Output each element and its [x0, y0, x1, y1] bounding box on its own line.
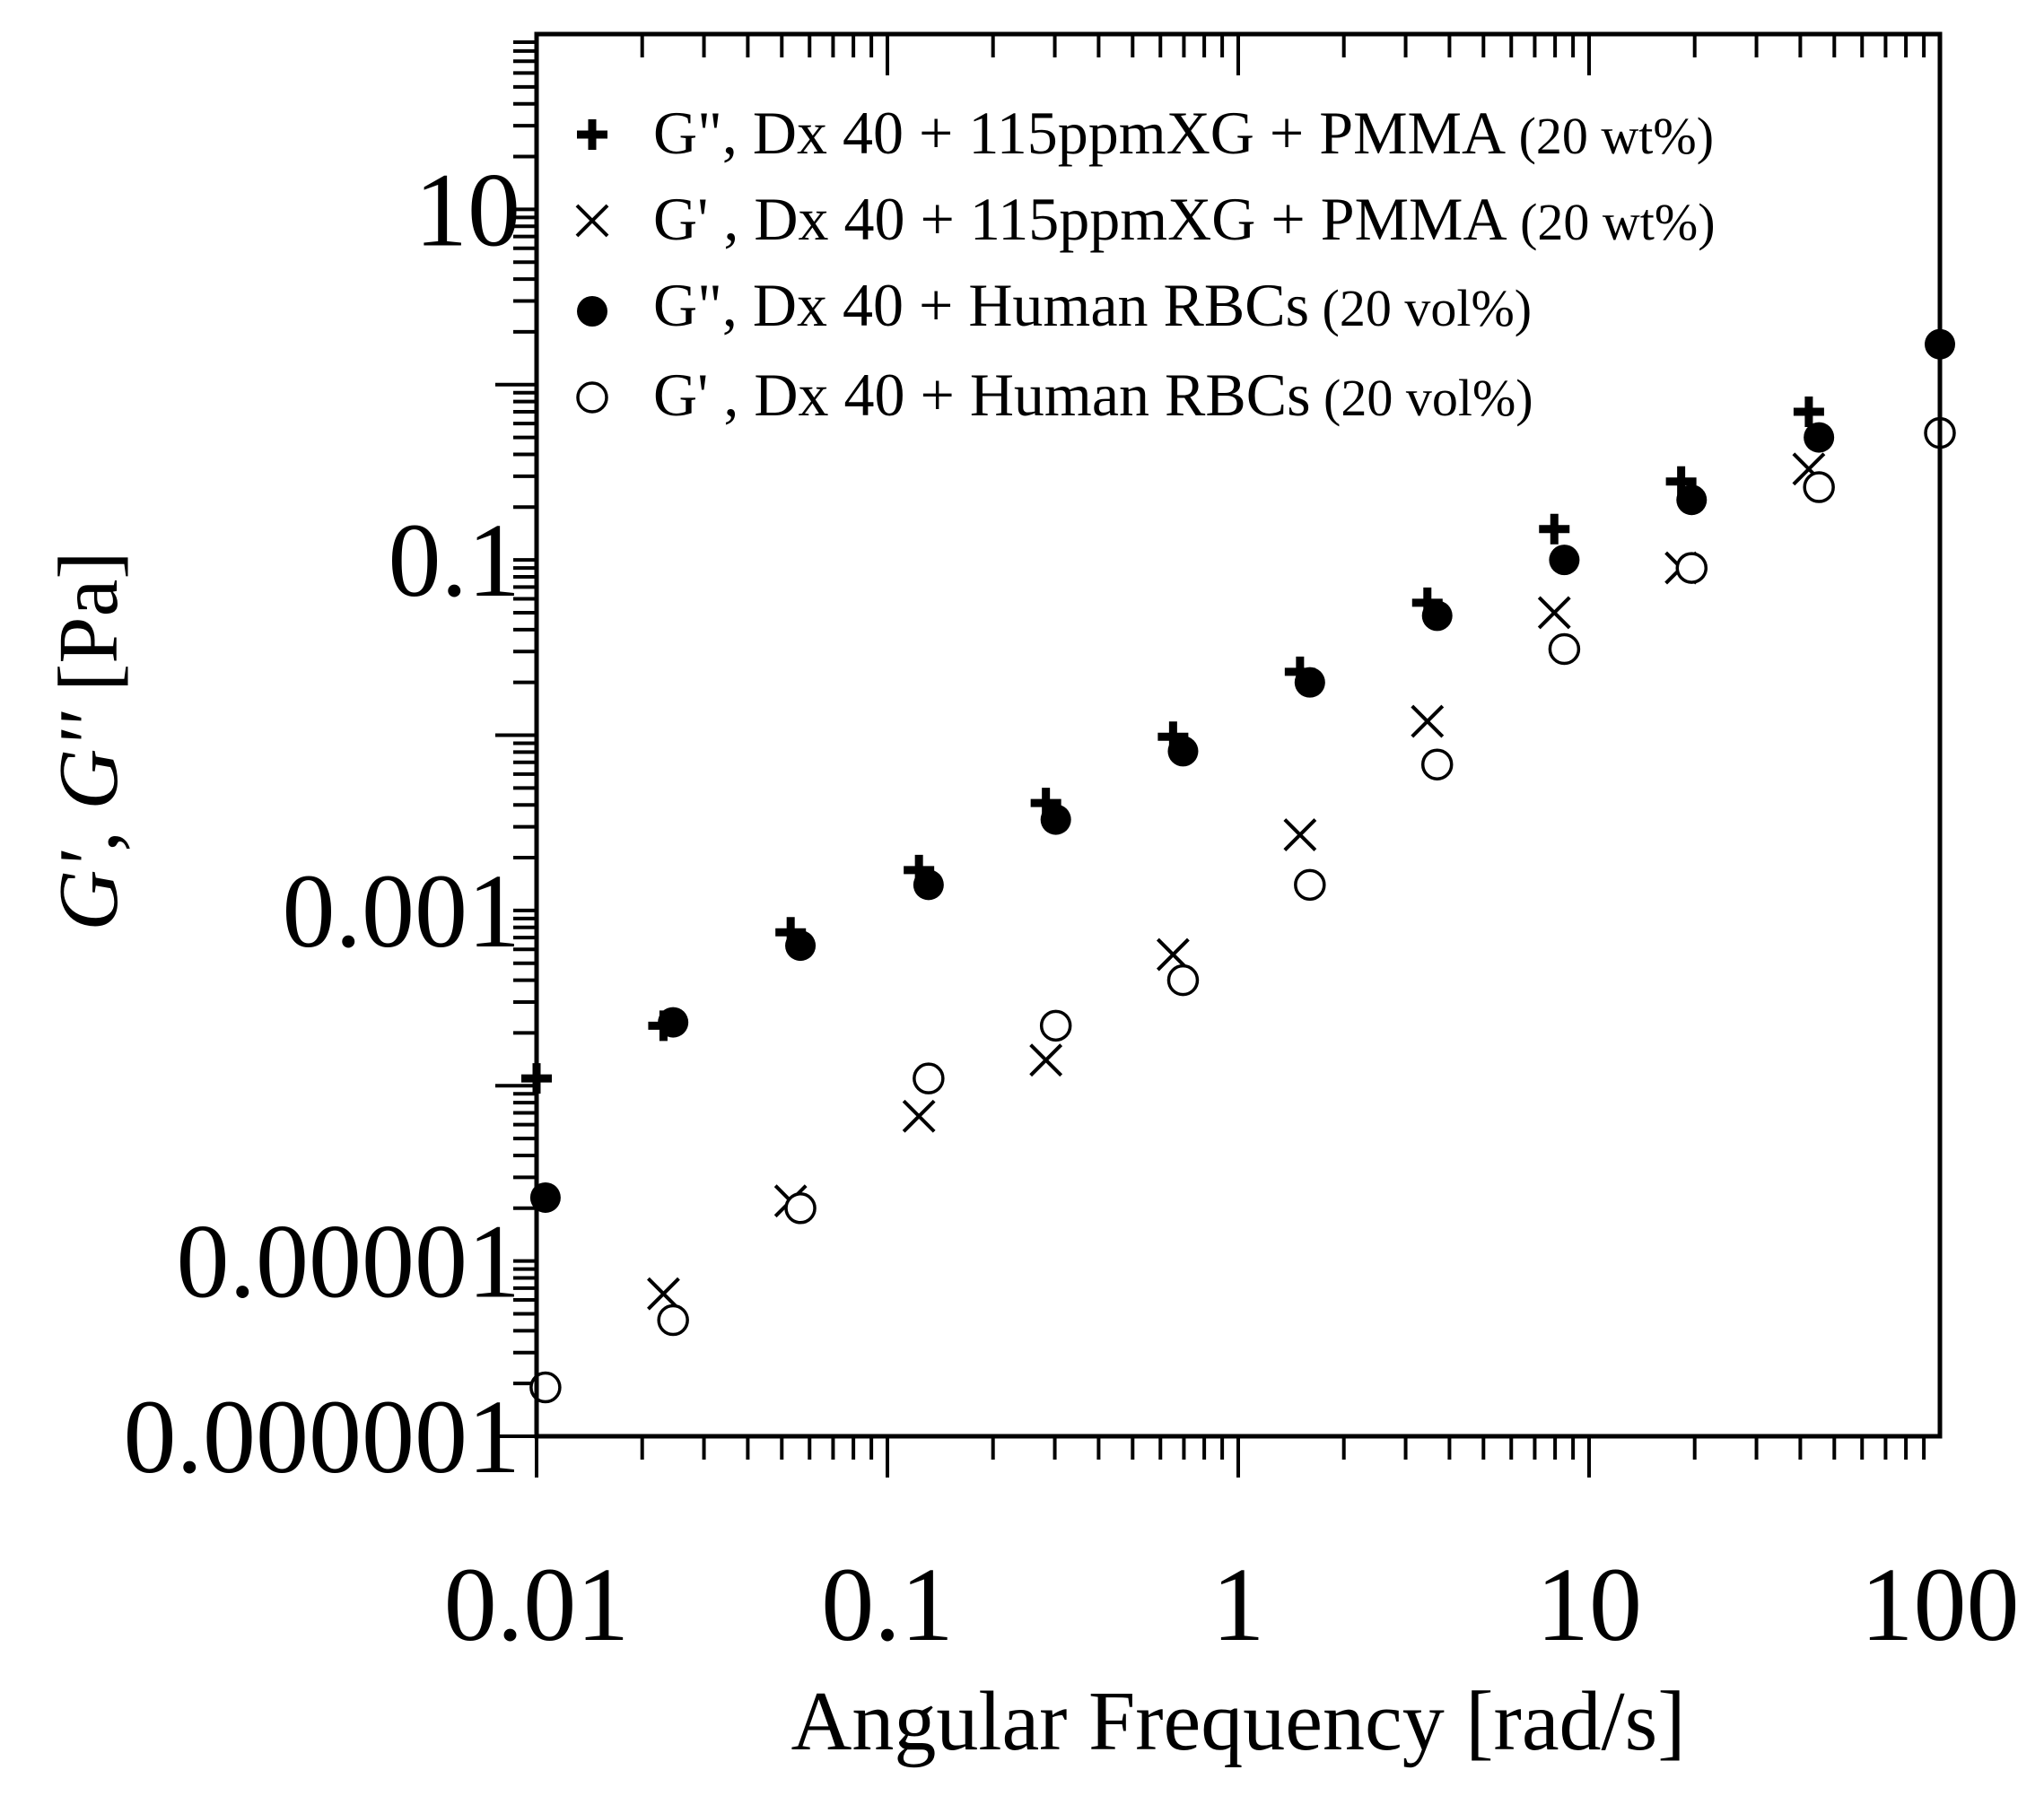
data-point-open-circle [1803, 471, 1835, 503]
legend-marker-open-circle [576, 381, 608, 414]
x-tick-label: 1 [1212, 1546, 1265, 1663]
data-point-open-circle [1039, 1009, 1072, 1042]
series-filled-circle [529, 328, 1955, 1213]
y-tick-label: 0.001 [283, 852, 521, 970]
data-point-filled-circle [1167, 736, 1199, 767]
data-point-filled-circle [1676, 484, 1708, 516]
data-point-filled-circle [1804, 422, 1835, 453]
legend-symbol-cross [575, 204, 609, 238]
data-point-open-circle [784, 1192, 817, 1225]
data-point-cross [647, 1277, 680, 1311]
data-point-filled-circle [1549, 545, 1580, 576]
y-tick-label: 0.1 [389, 501, 521, 619]
data-point-plus [1539, 513, 1570, 545]
data-point-filled-circle [658, 1007, 689, 1038]
x-tick-label: 0.01 [444, 1546, 630, 1663]
data-point-open-circle [1166, 963, 1200, 997]
data-point-cross [1411, 704, 1445, 738]
data-point-cross [1029, 1043, 1063, 1077]
y-tick-label: 10 [415, 151, 520, 268]
data-point-cross [902, 1099, 936, 1133]
data-point-open-circle [913, 1062, 945, 1094]
data-point-open-circle [1675, 552, 1708, 584]
legend-symbol-filled-circle [577, 296, 607, 327]
legend-entry-2: G", Dx 40 + Human RBCs (20 vol%) [577, 271, 1532, 339]
data-point-open-circle [1420, 748, 1454, 780]
data-point-filled-circle [1040, 804, 1071, 835]
tick-marks [495, 34, 1926, 1478]
legend-marker-cross [575, 204, 609, 238]
plot-frame [534, 31, 1943, 1439]
y-tick-label: 0.000001 [124, 1378, 521, 1495]
y-tick-label: 0.00001 [177, 1203, 521, 1321]
legend-marker-plus [577, 119, 607, 150]
x-tick-label: 10 [1536, 1546, 1642, 1663]
legend-label-3: G' , Dx 40 + Human RBCs (20 vol%) [653, 361, 1533, 429]
data-point-open-circle [1294, 868, 1326, 902]
data-point-open-circle [1548, 632, 1581, 666]
legend-label-1: G' , Dx 40 + 115ppmXG + PMMA (20 wt%) [653, 185, 1716, 253]
y-tick-labels: 0.000001 0.00001 0.001 0.1 10 [124, 151, 521, 1495]
data-point-cross [1537, 596, 1571, 630]
x-axis-title: Angular Frequency [rad/s] [791, 1675, 1685, 1768]
data-point-filled-circle [1421, 600, 1453, 632]
data-point-filled-circle [913, 869, 944, 901]
data-series-layer [521, 328, 1956, 1404]
x-tick-label: 0.1 [821, 1546, 954, 1663]
legend-marker-filled-circle [577, 296, 607, 327]
legend-symbol-open-circle [576, 381, 608, 414]
data-point-plus [1793, 397, 1824, 428]
x-tick-label: 100 [1861, 1546, 2020, 1663]
series-open-circle [529, 416, 1956, 1404]
legend: G", Dx 40 + 115ppmXG + PMMA (20 wt%) G' … [575, 99, 1716, 429]
data-point-filled-circle [1294, 667, 1325, 698]
data-point-filled-circle [785, 930, 817, 962]
data-point-cross [1283, 818, 1317, 852]
legend-entry-1: G' , Dx 40 + 115ppmXG + PMMA (20 wt%) [575, 185, 1716, 253]
legend-entry-3: G' , Dx 40 + Human RBCs (20 vol%) [576, 361, 1533, 429]
legend-label-2: G", Dx 40 + Human RBCs (20 vol%) [653, 271, 1532, 339]
x-tick-labels: 0.01 0.1 1 10 100 [444, 1546, 2020, 1663]
y-axis-title: G', G'' [Pa] [42, 551, 135, 930]
series-cross [647, 452, 1826, 1311]
legend-entry-0: G", Dx 40 + 115ppmXG + PMMA (20 wt%) [577, 99, 1714, 167]
legend-symbol-plus [577, 119, 607, 150]
legend-label-0: G", Dx 40 + 115ppmXG + PMMA (20 wt%) [653, 99, 1714, 167]
data-point-open-circle [657, 1303, 689, 1337]
